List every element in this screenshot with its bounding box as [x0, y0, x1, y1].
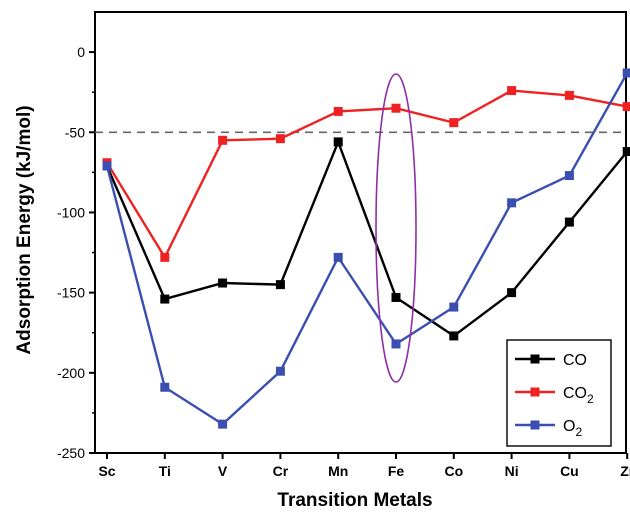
data-point-co2-cr — [275, 134, 285, 144]
data-point-o2-co — [449, 302, 459, 312]
data-point-co2-fe — [391, 103, 401, 113]
data-point-o2-sc — [102, 161, 112, 171]
y-tick-label: 0 — [77, 44, 85, 60]
x-tick-label-sc: Sc — [98, 463, 115, 479]
data-point-co2-ti — [160, 252, 170, 262]
y-tick-label: -200 — [57, 365, 85, 381]
data-point-co-ni — [507, 288, 517, 298]
data-point-o2-fe — [391, 339, 401, 349]
data-point-co-zr — [622, 147, 630, 157]
plot-frame — [94, 11, 627, 454]
x-tick-label-v: V — [218, 463, 228, 479]
legend-label-co2: CO2 — [563, 385, 594, 406]
series-line-co2 — [105, 89, 628, 260]
data-point-co-cu — [564, 217, 574, 227]
x-tick-label-cu: Cu — [560, 463, 579, 479]
series-o2 — [102, 68, 630, 429]
x-tick-label-mn: Mn — [328, 463, 348, 479]
series-line-o2 — [105, 72, 629, 426]
y-tick-label: -250 — [57, 445, 85, 461]
y-tick-label: -150 — [57, 285, 85, 301]
data-point-o2-v — [218, 419, 228, 429]
series-co — [102, 137, 630, 341]
data-point-co-fe — [391, 292, 401, 302]
legend-marker-o2 — [530, 420, 540, 430]
data-point-co2-cu — [564, 90, 574, 100]
legend-item-o2: O2 — [515, 418, 582, 439]
data-point-co-co — [449, 331, 459, 341]
data-point-co-v — [218, 278, 228, 288]
data-point-o2-zr — [622, 68, 630, 78]
data-point-co2-zr — [622, 102, 630, 112]
data-point-co-cr — [275, 280, 285, 290]
legend-marker-co2 — [530, 387, 540, 397]
x-tick-label-cr: Cr — [273, 463, 289, 479]
x-tick-label-ti: Ti — [159, 463, 171, 479]
x-tick-label-zr: Zr — [620, 463, 630, 479]
x-tick-label-co: Co — [444, 463, 463, 479]
data-point-co2-v — [218, 135, 228, 145]
data-point-o2-ti — [160, 382, 170, 392]
legend-item-co: CO — [515, 352, 587, 369]
legend-marker-co — [530, 354, 540, 364]
y-tick-label: -50 — [65, 124, 85, 140]
x-tick-label-ni: Ni — [505, 463, 519, 479]
data-point-co-ti — [160, 294, 170, 304]
y-axis-title: Adsorption Energy (kJ/mol) — [14, 105, 35, 354]
data-point-o2-mn — [333, 252, 343, 262]
data-point-o2-ni — [507, 198, 517, 208]
data-point-co2-co — [449, 118, 459, 128]
legend-label-o2: O2 — [563, 418, 582, 439]
x-axis-title: Transition Metals — [277, 490, 432, 511]
data-point-o2-cr — [275, 366, 285, 376]
data-point-co-mn — [333, 137, 343, 147]
data-point-co2-ni — [507, 86, 517, 96]
data-point-o2-cu — [564, 171, 574, 181]
highlight-ellipse-fe — [375, 73, 417, 383]
data-point-co2-mn — [333, 106, 343, 116]
series-line-co — [105, 138, 629, 338]
y-tick-label: -100 — [57, 204, 85, 220]
legend-item-co2: CO2 — [515, 385, 594, 406]
x-tick-label-fe: Fe — [388, 463, 405, 479]
series-co2 — [102, 86, 630, 262]
legend-label-co: CO — [563, 352, 587, 369]
